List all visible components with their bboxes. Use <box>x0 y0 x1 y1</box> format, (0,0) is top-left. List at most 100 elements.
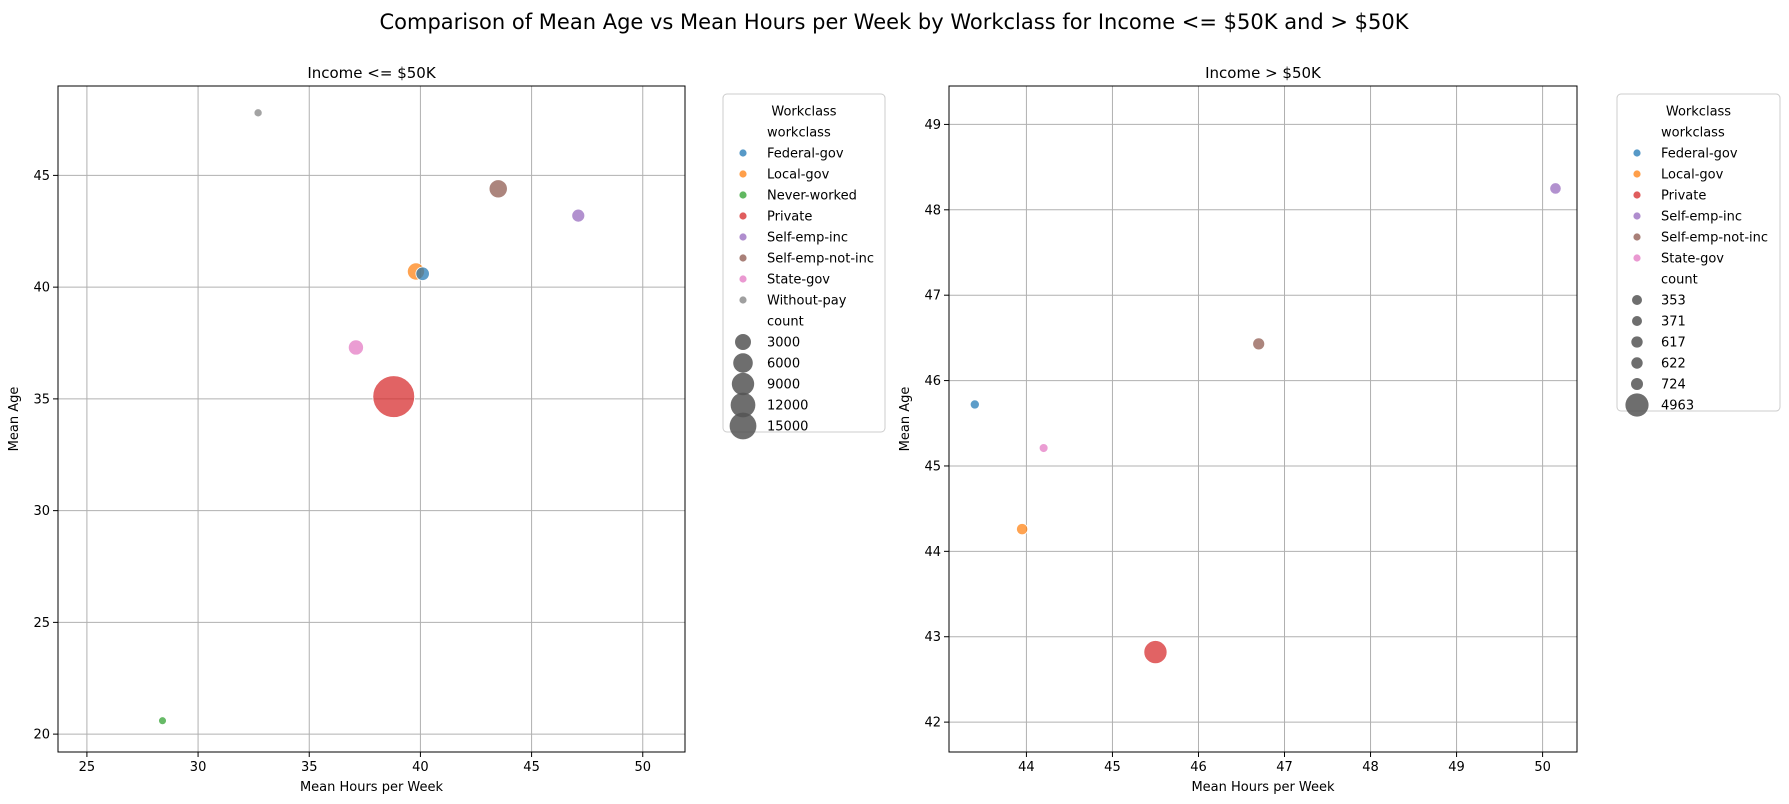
chart-title: Income <= $50K <box>307 64 436 82</box>
chart-title: Income > $50K <box>1205 64 1322 82</box>
legend-label: 3000 <box>767 336 800 351</box>
data-point-never-worked <box>158 716 167 726</box>
legend: Workclass workclass Federal-gov Local-gov Pr… <box>1616 93 1781 417</box>
x-tick-label: 45 <box>523 760 540 775</box>
x-tick-label: 40 <box>412 760 429 775</box>
data-point-private <box>372 375 416 418</box>
legend-marker <box>739 254 747 262</box>
legend-marker <box>1633 212 1641 220</box>
legend-size-marker <box>1630 377 1644 391</box>
x-tick-label: 50 <box>634 760 651 775</box>
data-point-local-gov <box>1016 523 1029 536</box>
y-axis-label: Mean Age <box>7 387 22 452</box>
legend-label: Local-gov <box>767 168 830 183</box>
legend-label: State-gov <box>1661 252 1724 267</box>
legend-marker <box>739 233 747 241</box>
data-point-federal-gov <box>969 399 980 410</box>
legend-label: Federal-gov <box>1661 147 1738 162</box>
y-tick-label: 44 <box>924 545 941 560</box>
plot-frame <box>57 85 686 753</box>
legend-label: 6000 <box>767 357 800 372</box>
legend-size-marker <box>730 392 756 418</box>
x-tick-label: 46 <box>1190 760 1207 775</box>
legend-label: Self-emp-not-inc <box>1661 231 1768 246</box>
data-point-self-emp-inc <box>571 208 586 223</box>
x-tick-label: 44 <box>1018 760 1035 775</box>
legend-marker <box>739 212 747 220</box>
data-point-self-emp-inc <box>1549 182 1562 195</box>
plot-frame <box>948 85 1578 753</box>
y-tick-label: 45 <box>924 459 941 474</box>
figure-title: Comparison of Mean Age vs Mean Hours per… <box>379 10 1409 34</box>
legend-hue-header: workclass <box>767 126 831 141</box>
legend-label: 15000 <box>767 420 808 435</box>
legend-label: Federal-gov <box>767 147 844 162</box>
legend-marker <box>739 149 747 157</box>
y-tick-label: 49 <box>924 118 941 133</box>
legend-size-marker <box>729 412 757 440</box>
legend-size-marker <box>731 372 755 396</box>
legend-label: 371 <box>1661 315 1686 330</box>
legend-label: Local-gov <box>1661 168 1724 183</box>
legend-label: 4963 <box>1661 399 1694 414</box>
data-point-state-gov <box>1038 443 1049 453</box>
chart-panel-1: 25 30 35 40 45 50 20 25 30 35 40 45 Income <= $50K Me… <box>7 64 886 795</box>
legend-marker <box>739 191 747 199</box>
legend-label: Self-emp-inc <box>767 231 848 246</box>
legend-box <box>722 93 886 433</box>
x-tick-label: 47 <box>1276 760 1293 775</box>
y-tick-label: 30 <box>33 504 50 519</box>
y-tick-label: 35 <box>33 392 50 407</box>
chart-panel-2: 44 45 46 47 48 49 50 42 43 44 45 46 47 48 49 Income > $… <box>898 64 1781 795</box>
y-tick-label: 42 <box>924 716 941 731</box>
legend-size-marker <box>735 334 751 350</box>
legend-label: Private <box>767 210 812 225</box>
x-tick-label: 49 <box>1448 760 1465 775</box>
legend-size-marker <box>1632 295 1642 305</box>
legend-label: 12000 <box>767 399 808 414</box>
legend-marker <box>739 170 747 178</box>
y-tick-label: 46 <box>924 374 941 389</box>
y-tick-label: 48 <box>924 203 941 218</box>
y-tick-label: 45 <box>33 169 50 184</box>
legend-marker <box>1633 233 1641 241</box>
y-axis-label: Mean Age <box>898 387 913 452</box>
x-tick-label: 30 <box>190 760 207 775</box>
x-tick-label: 25 <box>79 760 96 775</box>
legend-label: 622 <box>1661 357 1686 372</box>
legend-label: Private <box>1661 189 1706 204</box>
legend-size-marker <box>1632 316 1642 326</box>
legend-label: Without-pay <box>767 294 847 309</box>
data-point-self-emp-not-inc <box>488 179 508 199</box>
legend-size-marker <box>1625 393 1649 417</box>
legend-size-header: count <box>1661 273 1698 288</box>
legend-label: Self-emp-inc <box>1661 210 1742 225</box>
legend-label: 724 <box>1661 378 1686 393</box>
legend-label: 353 <box>1661 294 1686 309</box>
legend-label: Self-emp-not-inc <box>767 252 874 267</box>
legend-size-marker <box>733 353 753 373</box>
legend-title: Workclass <box>1666 105 1731 120</box>
legend-title: Workclass <box>771 105 836 120</box>
legend-size-marker <box>1631 336 1643 348</box>
x-axis-label: Mean Hours per Week <box>300 780 444 795</box>
data-point-federal-gov <box>415 266 430 281</box>
legend: Workclass workclass Federal-gov Local-gov Ne… <box>722 93 886 440</box>
legend-hue-header: workclass <box>1661 126 1725 141</box>
y-tick-label: 20 <box>33 728 50 743</box>
data-point-state-gov <box>347 339 364 356</box>
legend-marker <box>1633 170 1641 178</box>
x-tick-label: 48 <box>1362 760 1379 775</box>
x-axis-label: Mean Hours per Week <box>1191 780 1335 795</box>
legend-label: State-gov <box>767 273 830 288</box>
legend-marker <box>1633 254 1641 262</box>
x-tick-label: 50 <box>1534 760 1551 775</box>
legend-label: 9000 <box>767 378 800 393</box>
y-tick-label: 47 <box>924 289 941 304</box>
y-tick-label: 25 <box>33 616 50 631</box>
legend-size-header: count <box>767 315 804 330</box>
legend-label: 617 <box>1661 336 1686 351</box>
legend-marker <box>739 296 747 304</box>
legend-marker <box>1633 191 1641 199</box>
